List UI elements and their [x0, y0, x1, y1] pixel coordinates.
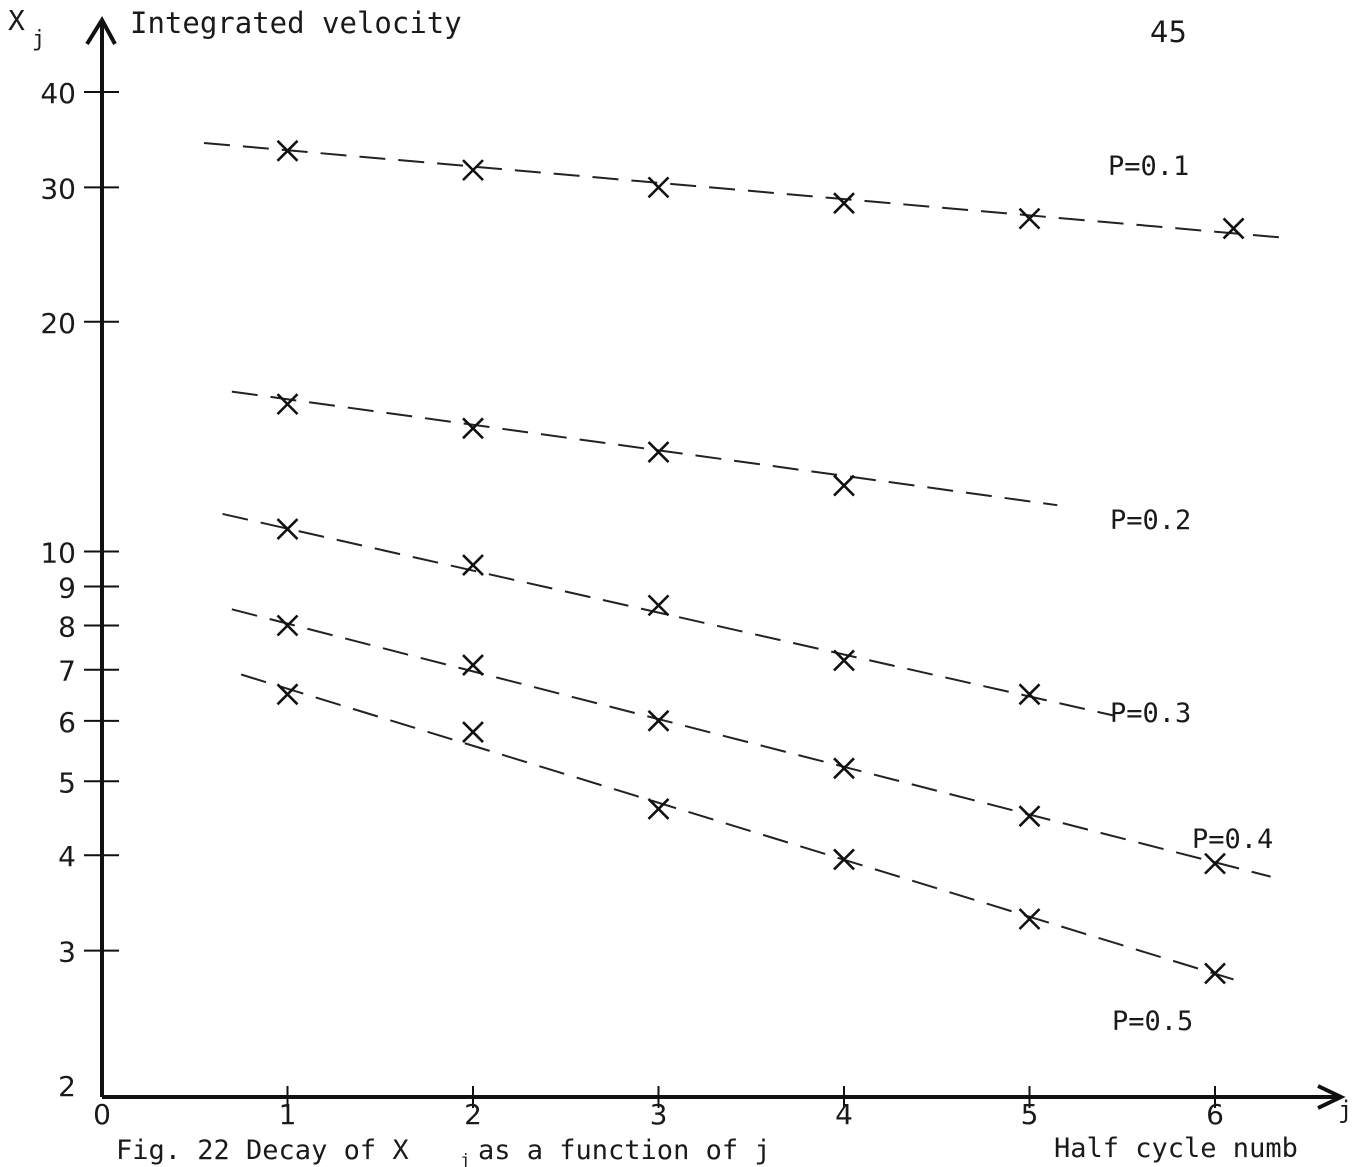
y-tick-label-30: 30: [40, 172, 76, 205]
data-point: [276, 139, 299, 162]
series-2: P=0.2: [231, 390, 1191, 536]
data-point: [276, 393, 299, 416]
series-label: P=0.4: [1192, 824, 1273, 855]
fit-line: [231, 608, 1271, 878]
fit-line: [203, 141, 1281, 239]
x-tick-label-3: 3: [650, 1098, 668, 1131]
data-point: [1204, 962, 1226, 985]
y-tick-label-7: 7: [58, 655, 76, 688]
y-tick-label-8: 8: [58, 610, 76, 643]
data-point: [462, 417, 484, 440]
x-ticks: 0 1 2 3 4 5 6: [93, 1086, 1224, 1131]
data-point: [833, 474, 855, 497]
data-point: [276, 518, 299, 541]
series-1: P=0.1: [203, 139, 1281, 240]
y-tick-label-2: 2: [58, 1070, 76, 1103]
axes: [85, 16, 1346, 1110]
data-point: [647, 176, 670, 199]
data-point: [833, 192, 855, 215]
series-label: P=0.2: [1110, 505, 1191, 536]
y-axis-symbol-subscript: j: [32, 27, 45, 52]
caption-subscript: j: [460, 1151, 470, 1167]
series-5: P=0.5: [240, 673, 1234, 1037]
x-tick-label-6: 6: [1206, 1098, 1224, 1131]
y-tick-label-10: 10: [40, 537, 76, 570]
fit-line: [240, 673, 1234, 981]
y-tick-label-4: 4: [58, 840, 76, 873]
data-point: [1018, 207, 1041, 230]
data-point: [462, 721, 484, 743]
data-point: [833, 848, 855, 871]
data-point: [1204, 852, 1226, 875]
data-point: [1018, 683, 1041, 706]
x-axis-title: Half cycle numb: [1054, 1133, 1298, 1164]
data-point: [647, 709, 670, 732]
x-tick-label-4: 4: [835, 1098, 853, 1131]
series-label: P=0.5: [1112, 1006, 1193, 1037]
data-point: [462, 554, 484, 576]
y-axis-subtitle: Integrated velocity: [130, 6, 462, 40]
y-ticks: 2 3 4 5 6 7 8 910 20 30 40: [40, 77, 119, 1103]
data-point: [462, 159, 484, 182]
caption-prefix: Fig. 22 Decay of X: [116, 1135, 409, 1166]
data-point: [647, 594, 670, 617]
caption-suffix: as a function of j: [478, 1135, 771, 1166]
data-point: [1222, 217, 1245, 240]
figure-caption: Fig. 22 Decay of X j as a function of j: [116, 1135, 771, 1167]
x-tick-label-0: 0: [93, 1098, 111, 1131]
series-3: P=0.3: [222, 512, 1191, 729]
data-point: [1018, 908, 1041, 930]
data-point: [276, 683, 299, 706]
y-tick-label-40: 40: [40, 77, 76, 110]
x-tick-label-1: 1: [279, 1098, 297, 1131]
x-axis-symbol: j: [1338, 1096, 1352, 1124]
series-label: P=0.3: [1110, 698, 1191, 729]
data-point: [462, 654, 484, 676]
y-tick-label-3: 3: [58, 936, 76, 969]
x-tick-label-2: 2: [464, 1098, 482, 1131]
data-point: [833, 649, 855, 672]
y-tick-label-5: 5: [58, 766, 76, 799]
y-tick-label-9: 9: [58, 571, 76, 604]
data-point: [1018, 805, 1041, 828]
series-4: P=0.4: [231, 608, 1273, 878]
data-point: [833, 757, 855, 780]
x-tick-label-5: 5: [1021, 1098, 1039, 1131]
series-layer: P=0.1 P=0.2 P=0.3 P=0.4 P=0.5: [203, 139, 1281, 1037]
y-tick-label-6: 6: [58, 706, 76, 739]
data-point: [647, 797, 670, 820]
y-axis-symbol: X: [8, 4, 25, 37]
y-tick-label-20: 20: [40, 307, 76, 340]
fit-line: [231, 390, 1058, 507]
data-point: [647, 441, 670, 463]
page-number: 45: [1150, 15, 1187, 49]
fit-line: [222, 512, 1114, 717]
series-label: P=0.1: [1108, 151, 1189, 182]
x-axis-arrow: [1317, 1084, 1346, 1110]
y-axis-arrow: [85, 16, 117, 46]
data-point: [276, 614, 299, 637]
